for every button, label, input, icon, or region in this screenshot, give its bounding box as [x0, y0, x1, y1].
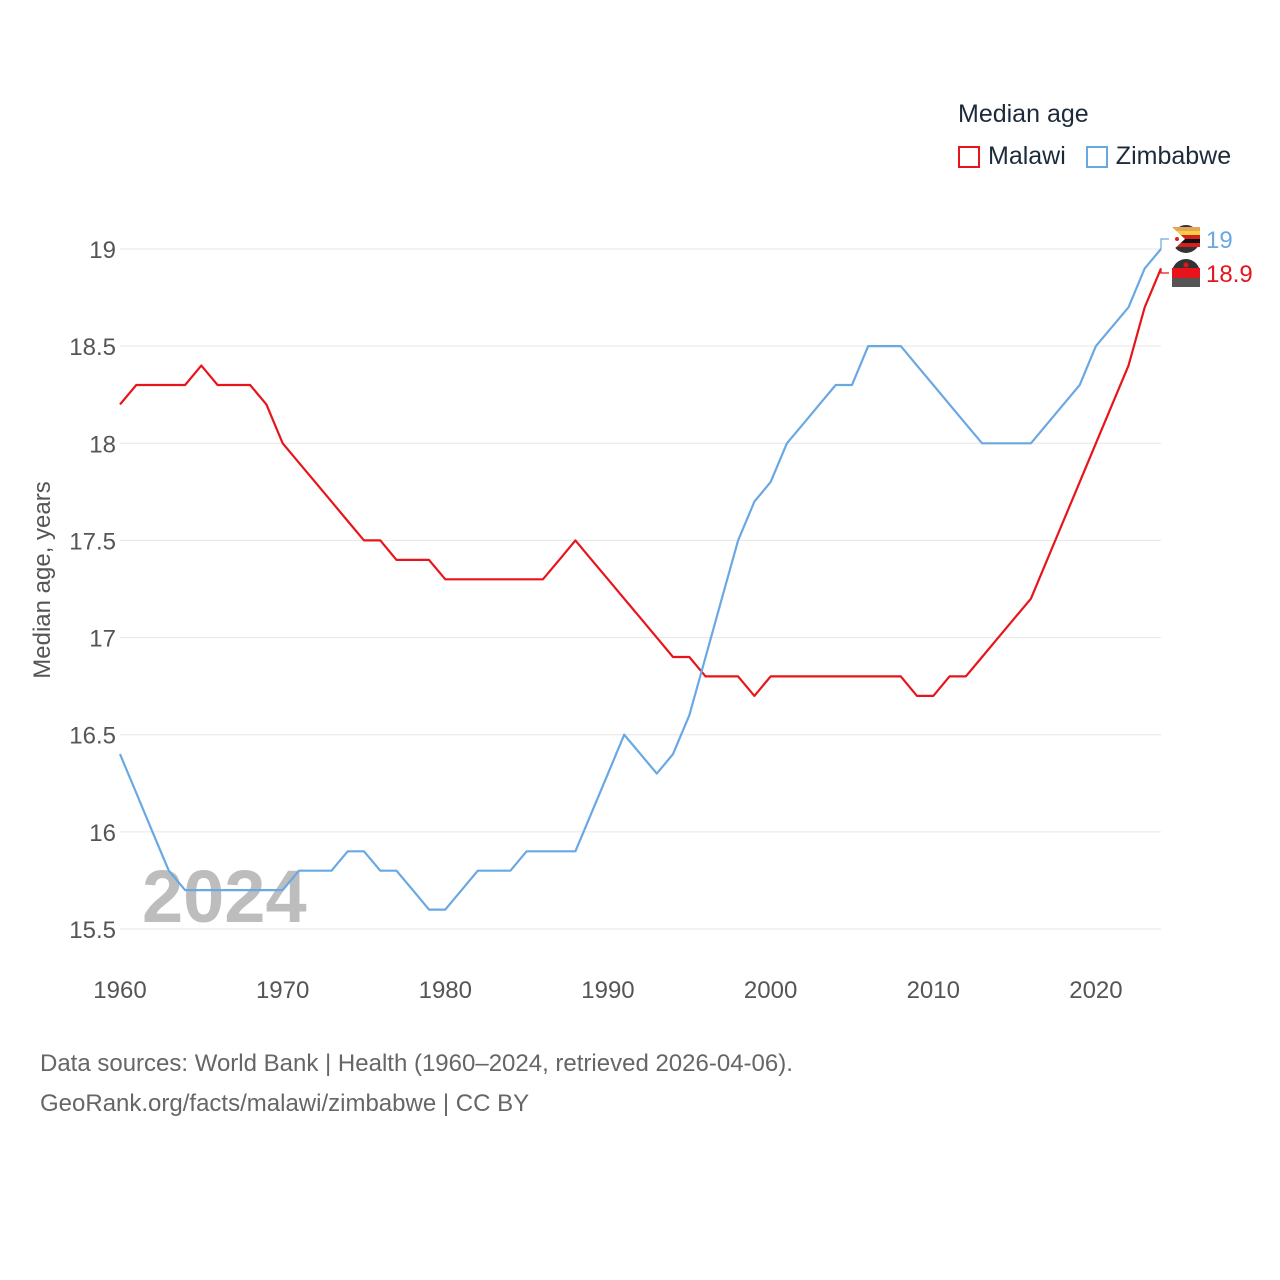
- y-tick-label: 18.5: [69, 334, 116, 361]
- y-tick-label: 18: [89, 431, 116, 458]
- series-line-zimbabwe[interactable]: [118, 248, 1162, 911]
- credit-link[interactable]: GeoRank.org/facts/malawi/zimbabwe | CC B…: [40, 1090, 530, 1117]
- legend-label-malawi: Malawi: [988, 142, 1066, 170]
- x-tick-label: 2000: [744, 977, 797, 1004]
- end-value-label-malawi: 18.9: [1206, 261, 1253, 288]
- zimbabwe-flag-icon: [1172, 225, 1200, 253]
- legend-item-malawi[interactable]: Malawi: [958, 142, 1066, 171]
- grid-lines: [120, 248, 1161, 930]
- y-axis-label: Median age, years: [29, 481, 56, 678]
- line-chart: 15.5 16 16.5 17 17.5 18 18.5 19 1960 1970 1980 199…: [29, 225, 1253, 1004]
- y-tick-label: 16.5: [69, 723, 116, 750]
- y-tick-label: 15.5: [69, 917, 116, 944]
- x-tick-label: 1990: [581, 977, 634, 1004]
- legend-swatch-malawi: [958, 145, 980, 168]
- end-value-label-zimbabwe: 19: [1206, 227, 1233, 254]
- footer: Data sources: World Bank | Health (1960–…: [40, 1044, 793, 1124]
- malawi-flag-icon: [1172, 259, 1200, 287]
- legend-item-zimbabwe[interactable]: Zimbabwe: [1085, 142, 1232, 171]
- x-tick-label: 2010: [907, 977, 960, 1004]
- series-line-malawi[interactable]: [119, 267, 1163, 698]
- y-tick-label: 19: [89, 237, 116, 264]
- x-tick-label: 1980: [419, 977, 472, 1004]
- x-tick-label: 1960: [93, 977, 146, 1004]
- year-watermark: 2024: [142, 855, 307, 938]
- legend-title: Median age: [958, 100, 1089, 128]
- y-axis-ticks: 15.5 16 16.5 17 17.5 18 18.5 19: [69, 237, 116, 944]
- legend-swatch-zimbabwe: [1085, 145, 1108, 168]
- x-tick-label: 1970: [256, 977, 309, 1004]
- end-connector: [1160, 268, 1169, 274]
- x-axis-ticks: 1960 1970 1980 1990 2000 2010 2020: [93, 977, 1122, 1004]
- end-connector: [1160, 238, 1169, 249]
- series-lines: [118, 248, 1163, 911]
- x-tick-label: 2020: [1069, 977, 1122, 1004]
- legend-label-zimbabwe: Zimbabwe: [1115, 142, 1232, 170]
- y-tick-label: 17: [89, 626, 116, 653]
- data-sources-text: Data sources: World Bank | Health (1960–…: [40, 1050, 793, 1077]
- series-end-markers: 18.9 19: [1160, 225, 1253, 288]
- legend: Malawi Zimbabwe: [958, 142, 1251, 171]
- y-tick-label: 17.5: [69, 528, 116, 555]
- y-tick-label: 16: [89, 820, 116, 847]
